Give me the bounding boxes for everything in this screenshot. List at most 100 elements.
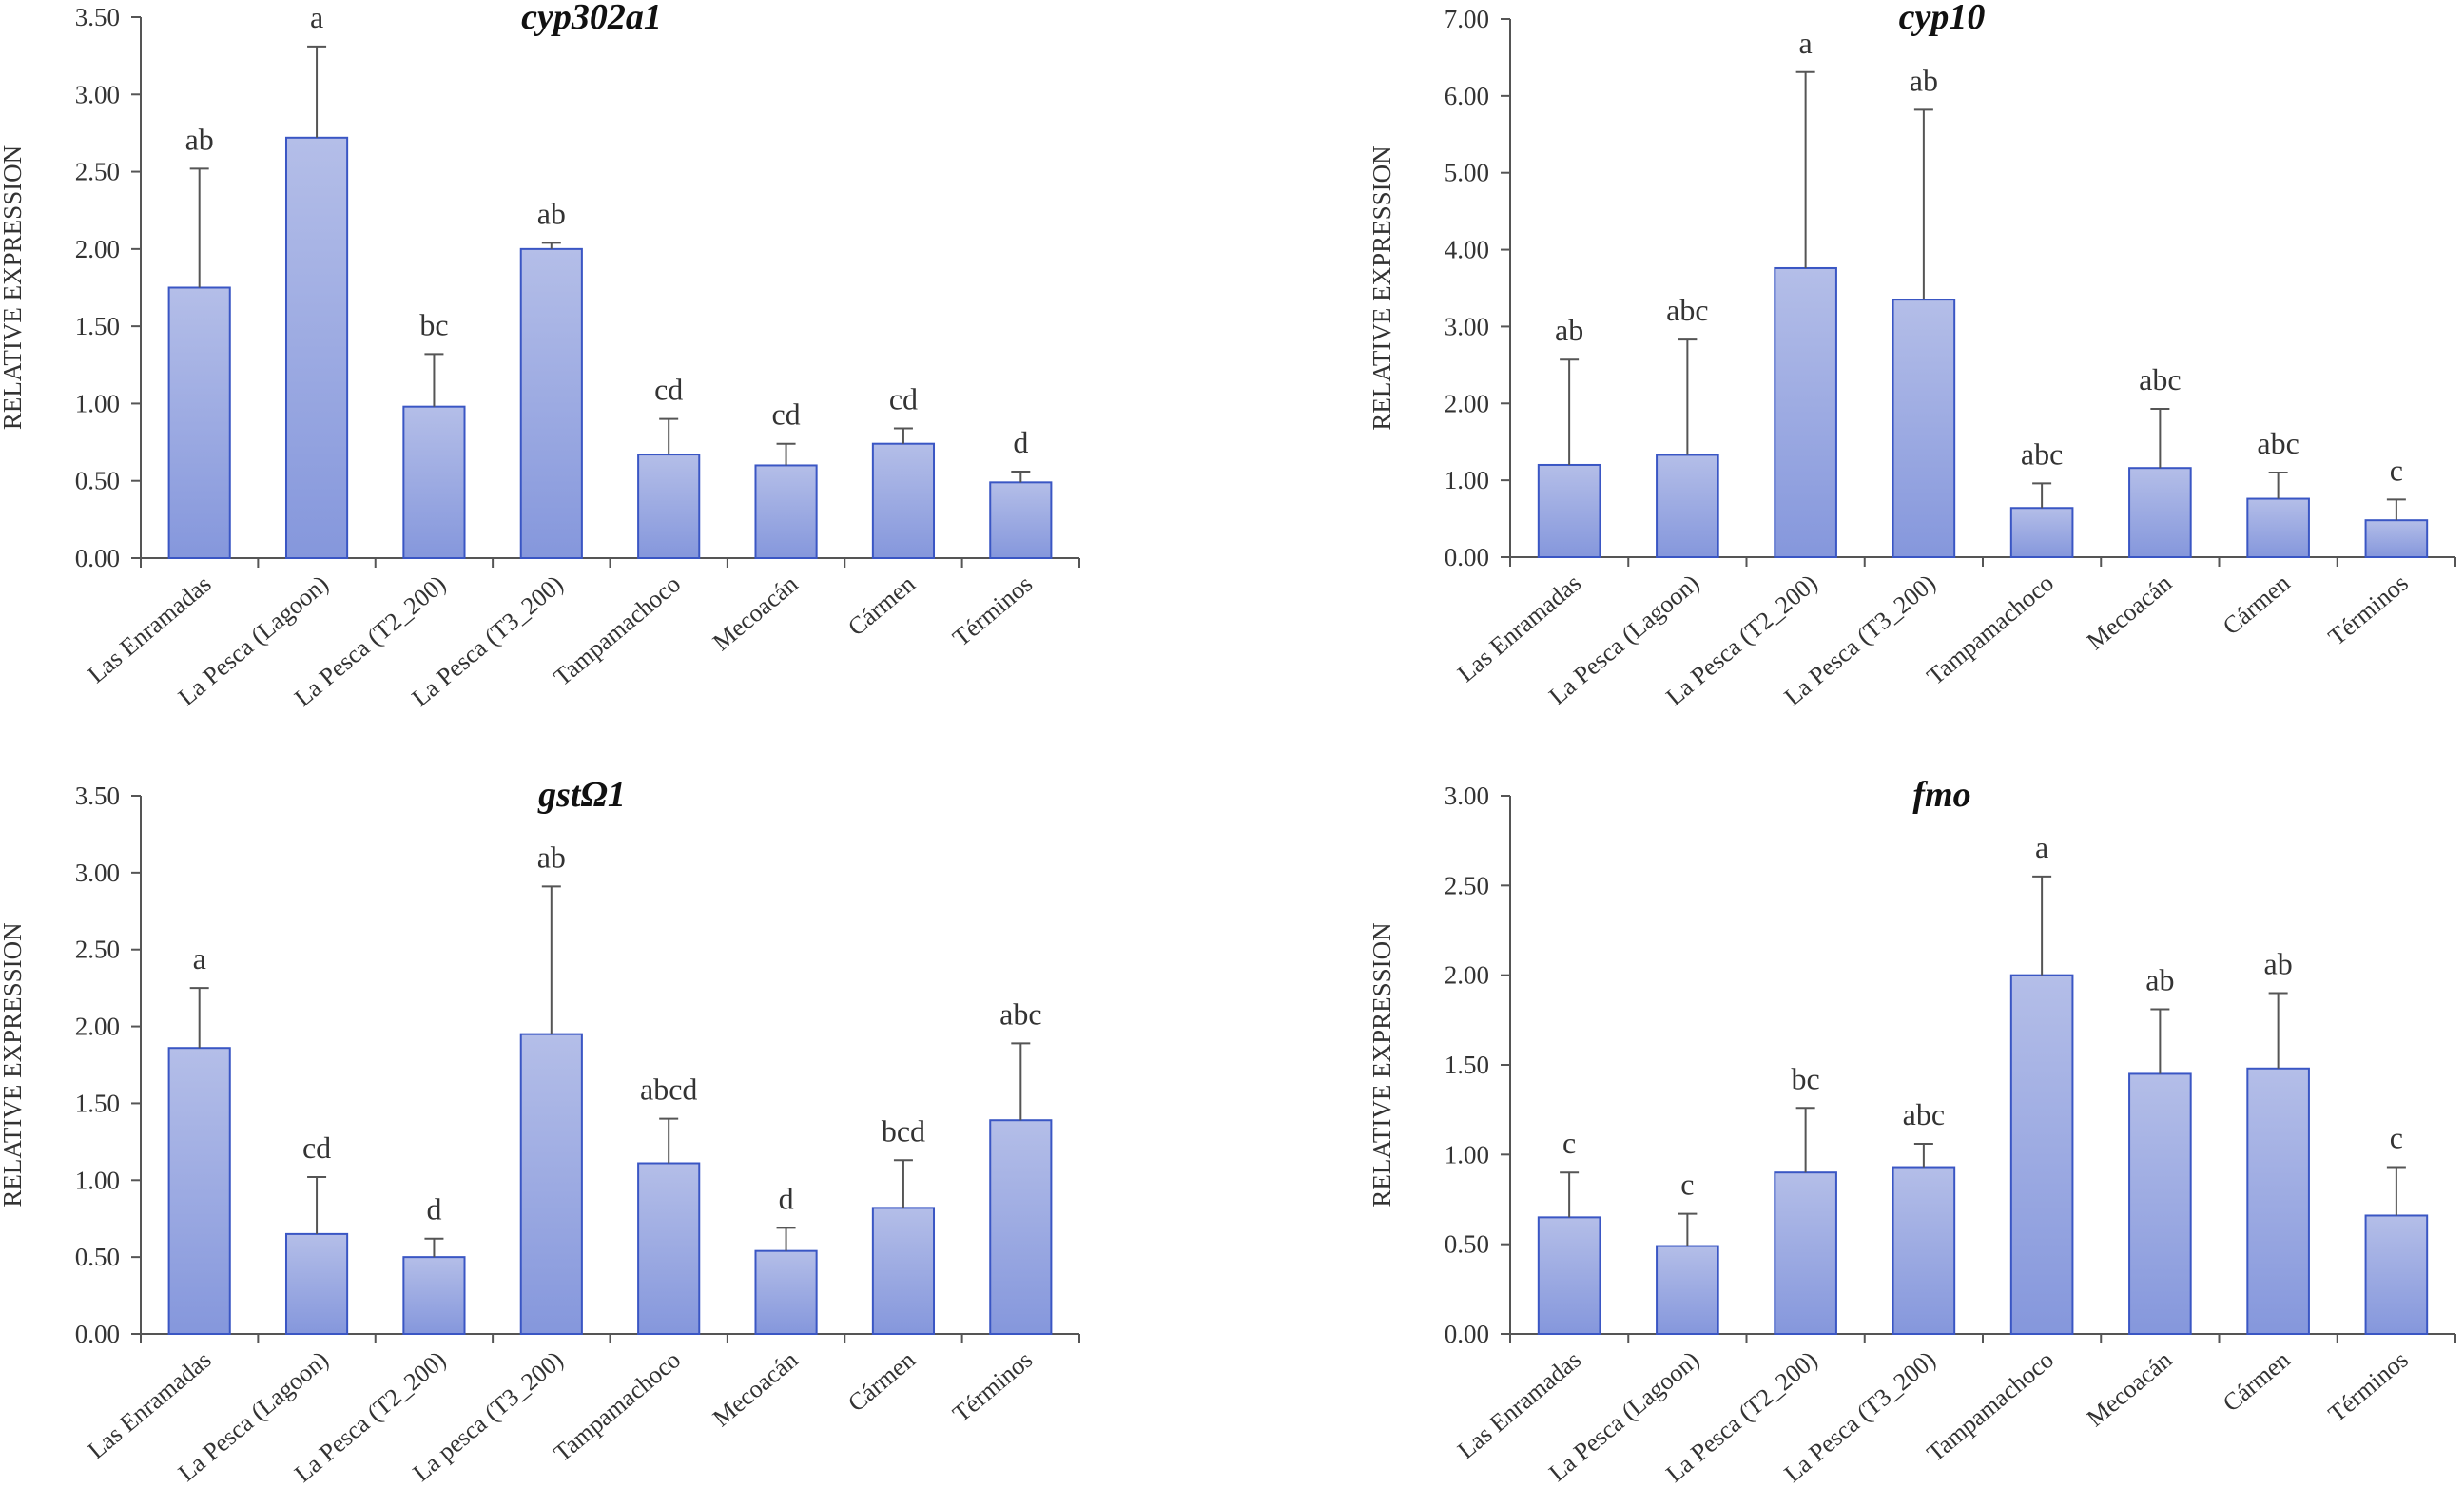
x-tick-label: Términos — [947, 1345, 1038, 1427]
y-tick-label: 3.50 — [75, 782, 120, 810]
bar — [402, 1256, 466, 1336]
significance-letter: a — [2035, 830, 2048, 864]
significance-letter: cd — [302, 1130, 331, 1165]
significance-letter: abcd — [640, 1072, 697, 1107]
y-axis-label: RELATIVE EXPRESSION — [0, 145, 27, 430]
significance-letter: cd — [771, 397, 800, 432]
bar — [754, 464, 818, 560]
y-tick-label: 3.00 — [75, 80, 120, 108]
bar — [2246, 497, 2310, 559]
y-tick-label: 1.00 — [1445, 466, 1489, 494]
bar — [1892, 299, 1956, 558]
x-tick-label: Tampamachoco — [1922, 1345, 2059, 1467]
y-tick-label: 2.00 — [75, 1013, 120, 1041]
bar — [167, 1047, 231, 1335]
bar — [167, 286, 231, 559]
y-tick-label: 1.50 — [75, 1089, 120, 1117]
bar — [1656, 1245, 1719, 1336]
significance-letter: ab — [1910, 63, 1938, 97]
y-tick-label: 0.00 — [1445, 1320, 1489, 1348]
y-tick-label: 0.00 — [75, 544, 120, 572]
significance-letter: ab — [185, 122, 214, 156]
bar — [989, 481, 1053, 559]
x-tick-label: Cármen — [843, 1345, 921, 1417]
bar — [871, 1207, 936, 1335]
x-tick-label: Términos — [2323, 1345, 2414, 1427]
y-tick-label: 2.00 — [1445, 389, 1489, 417]
bar — [637, 1162, 701, 1335]
y-axis-label: RELATIVE EXPRESSION — [1369, 145, 1396, 430]
significance-letter: abc — [999, 996, 1041, 1031]
y-tick-label: 0.50 — [75, 467, 120, 495]
bar — [519, 247, 583, 559]
x-tick-label: Mecoacán — [2082, 1345, 2177, 1432]
chart-cyp302a1: cyp302a1 RELATIVE EXPRESSION 0.00 0.50 1.00 1… — [0, 0, 1080, 712]
y-tick-label: 2.50 — [75, 936, 120, 964]
y-tick-label: 3.00 — [1445, 312, 1489, 340]
y-tick-label: 3.50 — [75, 3, 120, 31]
x-tick-label: Tampamachoco — [549, 570, 686, 691]
chart-cyp10: cyp10 RELATIVE EXPRESSION 0.00 1.00 2.00 3.00… — [1369, 0, 2456, 711]
significance-letter: bcd — [882, 1113, 925, 1148]
significance-letter: bc — [419, 307, 448, 341]
significance-letter: abc — [1666, 293, 1708, 327]
x-tick-label: Cármen — [843, 570, 921, 641]
significance-letter: ab — [537, 196, 566, 230]
significance-letter: abc — [1903, 1097, 1945, 1131]
bar — [1656, 454, 1719, 558]
x-tick-label: Mecoacán — [2082, 569, 2177, 655]
x-tick-label: Términos — [947, 570, 1038, 651]
y-tick-label: 1.00 — [1445, 1140, 1489, 1169]
bar — [2364, 1214, 2429, 1336]
y-tick-label: 7.00 — [1445, 5, 1489, 33]
chart-title: cyp10 — [1899, 0, 1986, 37]
bar — [989, 1119, 1053, 1335]
y-tick-label: 0.00 — [75, 1320, 120, 1348]
y-tick-label: 2.50 — [75, 158, 120, 186]
significance-letter: abc — [2021, 436, 2063, 471]
y-tick-label: 4.00 — [1445, 236, 1489, 264]
bar — [2128, 467, 2192, 559]
bar — [2009, 507, 2074, 558]
x-tick-label: Mecoacán — [708, 1345, 803, 1432]
bar — [1774, 266, 1837, 558]
x-tick-label: Tampamachoco — [1922, 569, 2059, 690]
bar — [754, 1249, 818, 1335]
y-tick-label: 0.00 — [1445, 543, 1489, 571]
significance-letter: d — [426, 1192, 441, 1227]
x-tick-label: Mecoacán — [708, 570, 803, 656]
y-tick-label: 2.00 — [1445, 961, 1489, 990]
chart-title: gstΩ1 — [537, 775, 626, 815]
significance-letter: ab — [2145, 963, 2174, 997]
y-tick-label: 0.50 — [75, 1243, 120, 1271]
y-tick-label: 1.50 — [1445, 1051, 1489, 1079]
bar — [871, 442, 936, 559]
chart-title: cyp302a1 — [521, 0, 662, 37]
y-tick-label: 1.50 — [75, 312, 120, 340]
y-tick-label: 3.00 — [75, 859, 120, 887]
significance-letter: a — [1799, 26, 1813, 60]
y-tick-label: 1.00 — [75, 389, 120, 417]
significance-letter: cd — [654, 373, 683, 407]
x-tick-label: Términos — [2323, 569, 2414, 650]
chart-fmo: fmo RELATIVE EXPRESSION 0.00 0.50 1.00 1.50 2.… — [1369, 775, 2456, 1488]
significance-letter: c — [1680, 1168, 1694, 1202]
significance-letter: a — [193, 941, 206, 976]
significance-letter: a — [310, 0, 323, 34]
bar — [1537, 463, 1601, 559]
bar — [519, 1033, 583, 1335]
significance-letter: d — [1013, 425, 1028, 459]
significance-letter: abc — [2257, 426, 2299, 460]
y-tick-label: 6.00 — [1445, 82, 1489, 110]
significance-letter: d — [779, 1181, 794, 1215]
y-tick-label: 1.00 — [75, 1166, 120, 1194]
significance-letter: ab — [2264, 947, 2293, 981]
chart-gst-omega1: gstΩ1 RELATIVE EXPRESSION 0.00 0.50 1.00 1.50… — [0, 775, 1080, 1488]
bar — [284, 136, 349, 559]
y-tick-label: 3.00 — [1445, 782, 1489, 810]
bar — [2128, 1072, 2192, 1335]
x-tick-label: Cármen — [2218, 1345, 2296, 1417]
bar — [1892, 1166, 1956, 1336]
significance-letter: c — [2390, 453, 2403, 487]
